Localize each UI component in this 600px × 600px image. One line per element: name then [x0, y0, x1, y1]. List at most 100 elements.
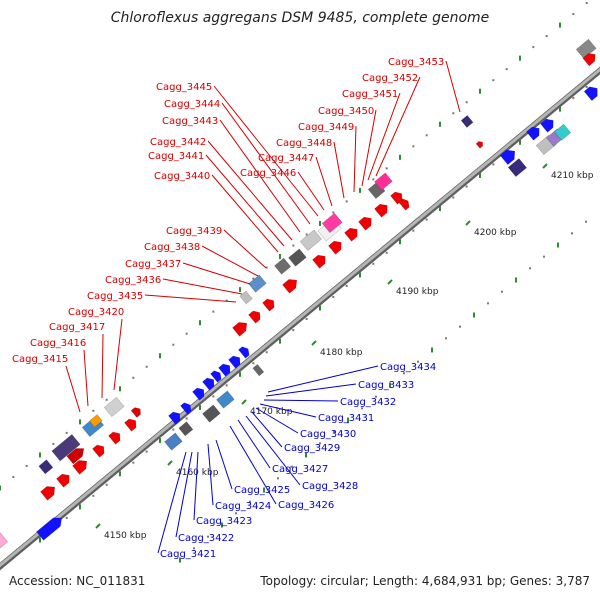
- gene-label-forward[interactable]: Cagg_3449: [298, 122, 354, 133]
- gene-label-reverse[interactable]: Cagg_3432: [340, 397, 396, 408]
- ticks-layer: 4150 kbp 4160 kbp 4170 kbp 4180 kbp 4190 kbp…: [95, 163, 594, 541]
- gene-label-reverse[interactable]: Cagg_3430: [300, 429, 356, 440]
- forward-gene-glyph: [374, 172, 393, 191]
- reverse-gene-glyph: [36, 517, 62, 541]
- forward-gene-glyph: [51, 434, 81, 462]
- gene-label-reverse[interactable]: Cagg_3425: [234, 485, 290, 496]
- gene-label-reverse[interactable]: Cagg_3421: [160, 549, 216, 560]
- gene-box: [460, 115, 474, 128]
- gene-label-reverse[interactable]: Cagg_3424: [215, 501, 271, 512]
- gene-label-forward[interactable]: Cagg_3447: [258, 153, 314, 164]
- gene-label-forward[interactable]: Cagg_3446: [240, 168, 296, 179]
- gene-label-reverse[interactable]: Cagg_3433: [358, 380, 414, 391]
- reverse-gene-glyph: [583, 86, 598, 101]
- gene-label-forward[interactable]: Cagg_3439: [166, 226, 222, 237]
- forward-gene-glyph: [103, 396, 125, 417]
- leader-line: [207, 140, 293, 241]
- reverse-gene-glyph: [192, 387, 205, 401]
- gene-label-reverse[interactable]: Cagg_3426: [278, 500, 334, 511]
- gene-label-reverse[interactable]: Cagg_3422: [178, 533, 234, 544]
- gene-label-forward[interactable]: Cagg_3441: [148, 151, 204, 162]
- gene-label-forward[interactable]: Cagg_3442: [150, 137, 206, 148]
- gene-label-forward[interactable]: Cagg_3416: [30, 338, 86, 349]
- forward-gene-glyph: [358, 216, 372, 231]
- gene-arrow: [192, 387, 205, 401]
- leader-line: [361, 109, 377, 187]
- tick-label: 4160 kbp: [176, 468, 219, 478]
- tick-label: 4170 kbp: [250, 407, 293, 417]
- leader-line: [201, 245, 259, 277]
- gene-label-forward[interactable]: Cagg_3450: [318, 106, 374, 117]
- leader-lines-layer: [65, 60, 461, 554]
- reverse-gene-glyph: [228, 355, 241, 369]
- gene-arrow: [168, 411, 181, 425]
- gene-label-forward[interactable]: Cagg_3448: [276, 138, 332, 149]
- gene-label-forward[interactable]: Cagg_3451: [342, 89, 398, 100]
- reverse-gene-glyph: [0, 530, 9, 550]
- genome-summary-text: Topology: circular; Length: 4,684,931 bp…: [260, 574, 590, 588]
- forward-gene-glyph: [248, 310, 261, 324]
- gene-arrow: [248, 310, 261, 324]
- gene-arrow: [540, 118, 554, 133]
- gene-label-reverse[interactable]: Cagg_3428: [302, 481, 358, 492]
- gene-label-forward[interactable]: Cagg_3435: [87, 291, 143, 302]
- leader-line: [219, 119, 301, 233]
- forward-gene-glyph: [92, 444, 105, 458]
- gene-label-forward[interactable]: Cagg_3420: [68, 307, 124, 318]
- gene-label-forward[interactable]: Cagg_3415: [12, 354, 68, 365]
- leader-line: [259, 403, 317, 418]
- gene-arrow: [358, 216, 372, 231]
- leader-line: [213, 85, 319, 217]
- gene-box: [274, 257, 292, 275]
- gene-arrow: [180, 402, 192, 415]
- gene-box: [575, 38, 597, 59]
- gene-label-reverse[interactable]: Cagg_3429: [284, 443, 340, 454]
- gene-label-reverse[interactable]: Cagg_3434: [380, 362, 436, 373]
- gene-box: [216, 390, 235, 409]
- reverse-gene-glyph: [540, 118, 554, 133]
- forward-gene-glyph: [38, 459, 54, 475]
- gene-label-forward[interactable]: Cagg_3452: [362, 73, 418, 84]
- gene-arrow: [92, 444, 105, 458]
- gene-box: [248, 274, 267, 293]
- gene-arrow: [328, 240, 342, 255]
- forward-gene-glyph: [582, 53, 596, 67]
- gene-box: [252, 363, 265, 377]
- gene-label-reverse[interactable]: Cagg_3427: [272, 464, 328, 475]
- gene-box: [374, 172, 393, 191]
- leader-line: [221, 102, 311, 225]
- gene-box: [89, 414, 103, 428]
- gene-arrow: [344, 227, 358, 242]
- tick-mark: [167, 460, 173, 466]
- leader-line: [83, 349, 89, 407]
- gene-label-forward[interactable]: Cagg_3436: [105, 275, 161, 286]
- gene-box: [507, 158, 527, 177]
- leader-line: [255, 407, 299, 434]
- gene-arrow: [398, 198, 410, 211]
- reverse-gene-glyph: [210, 370, 222, 383]
- leader-line: [237, 419, 271, 469]
- leader-line: [375, 76, 421, 177]
- gene-arrow: [218, 363, 231, 377]
- gene-label-reverse[interactable]: Cagg_3431: [318, 413, 374, 424]
- gene-arrow: [130, 407, 141, 418]
- gene-label-reverse[interactable]: Cagg_3423: [196, 516, 252, 527]
- forward-gene-glyph: [374, 203, 388, 218]
- gene-label-forward[interactable]: Cagg_3444: [164, 99, 220, 110]
- gene-label-forward[interactable]: Cagg_3453: [388, 57, 444, 68]
- leader-line: [315, 156, 333, 207]
- forward-gene-glyph: [575, 38, 597, 59]
- leader-line: [265, 383, 357, 397]
- gene-arrow: [499, 149, 516, 165]
- gene-arrow: [56, 473, 70, 488]
- gene-label-forward[interactable]: Cagg_3437: [125, 259, 181, 270]
- gene-box: [299, 229, 323, 251]
- leader-line: [207, 443, 214, 506]
- gene-label-forward[interactable]: Cagg_3417: [49, 322, 105, 333]
- gene-label-forward[interactable]: Cagg_3440: [154, 171, 210, 182]
- gene-label-forward[interactable]: Cagg_3443: [162, 116, 218, 127]
- leader-line: [223, 229, 267, 269]
- gene-label-forward[interactable]: Cagg_3438: [144, 242, 200, 253]
- gene-label-forward[interactable]: Cagg_3445: [156, 82, 212, 93]
